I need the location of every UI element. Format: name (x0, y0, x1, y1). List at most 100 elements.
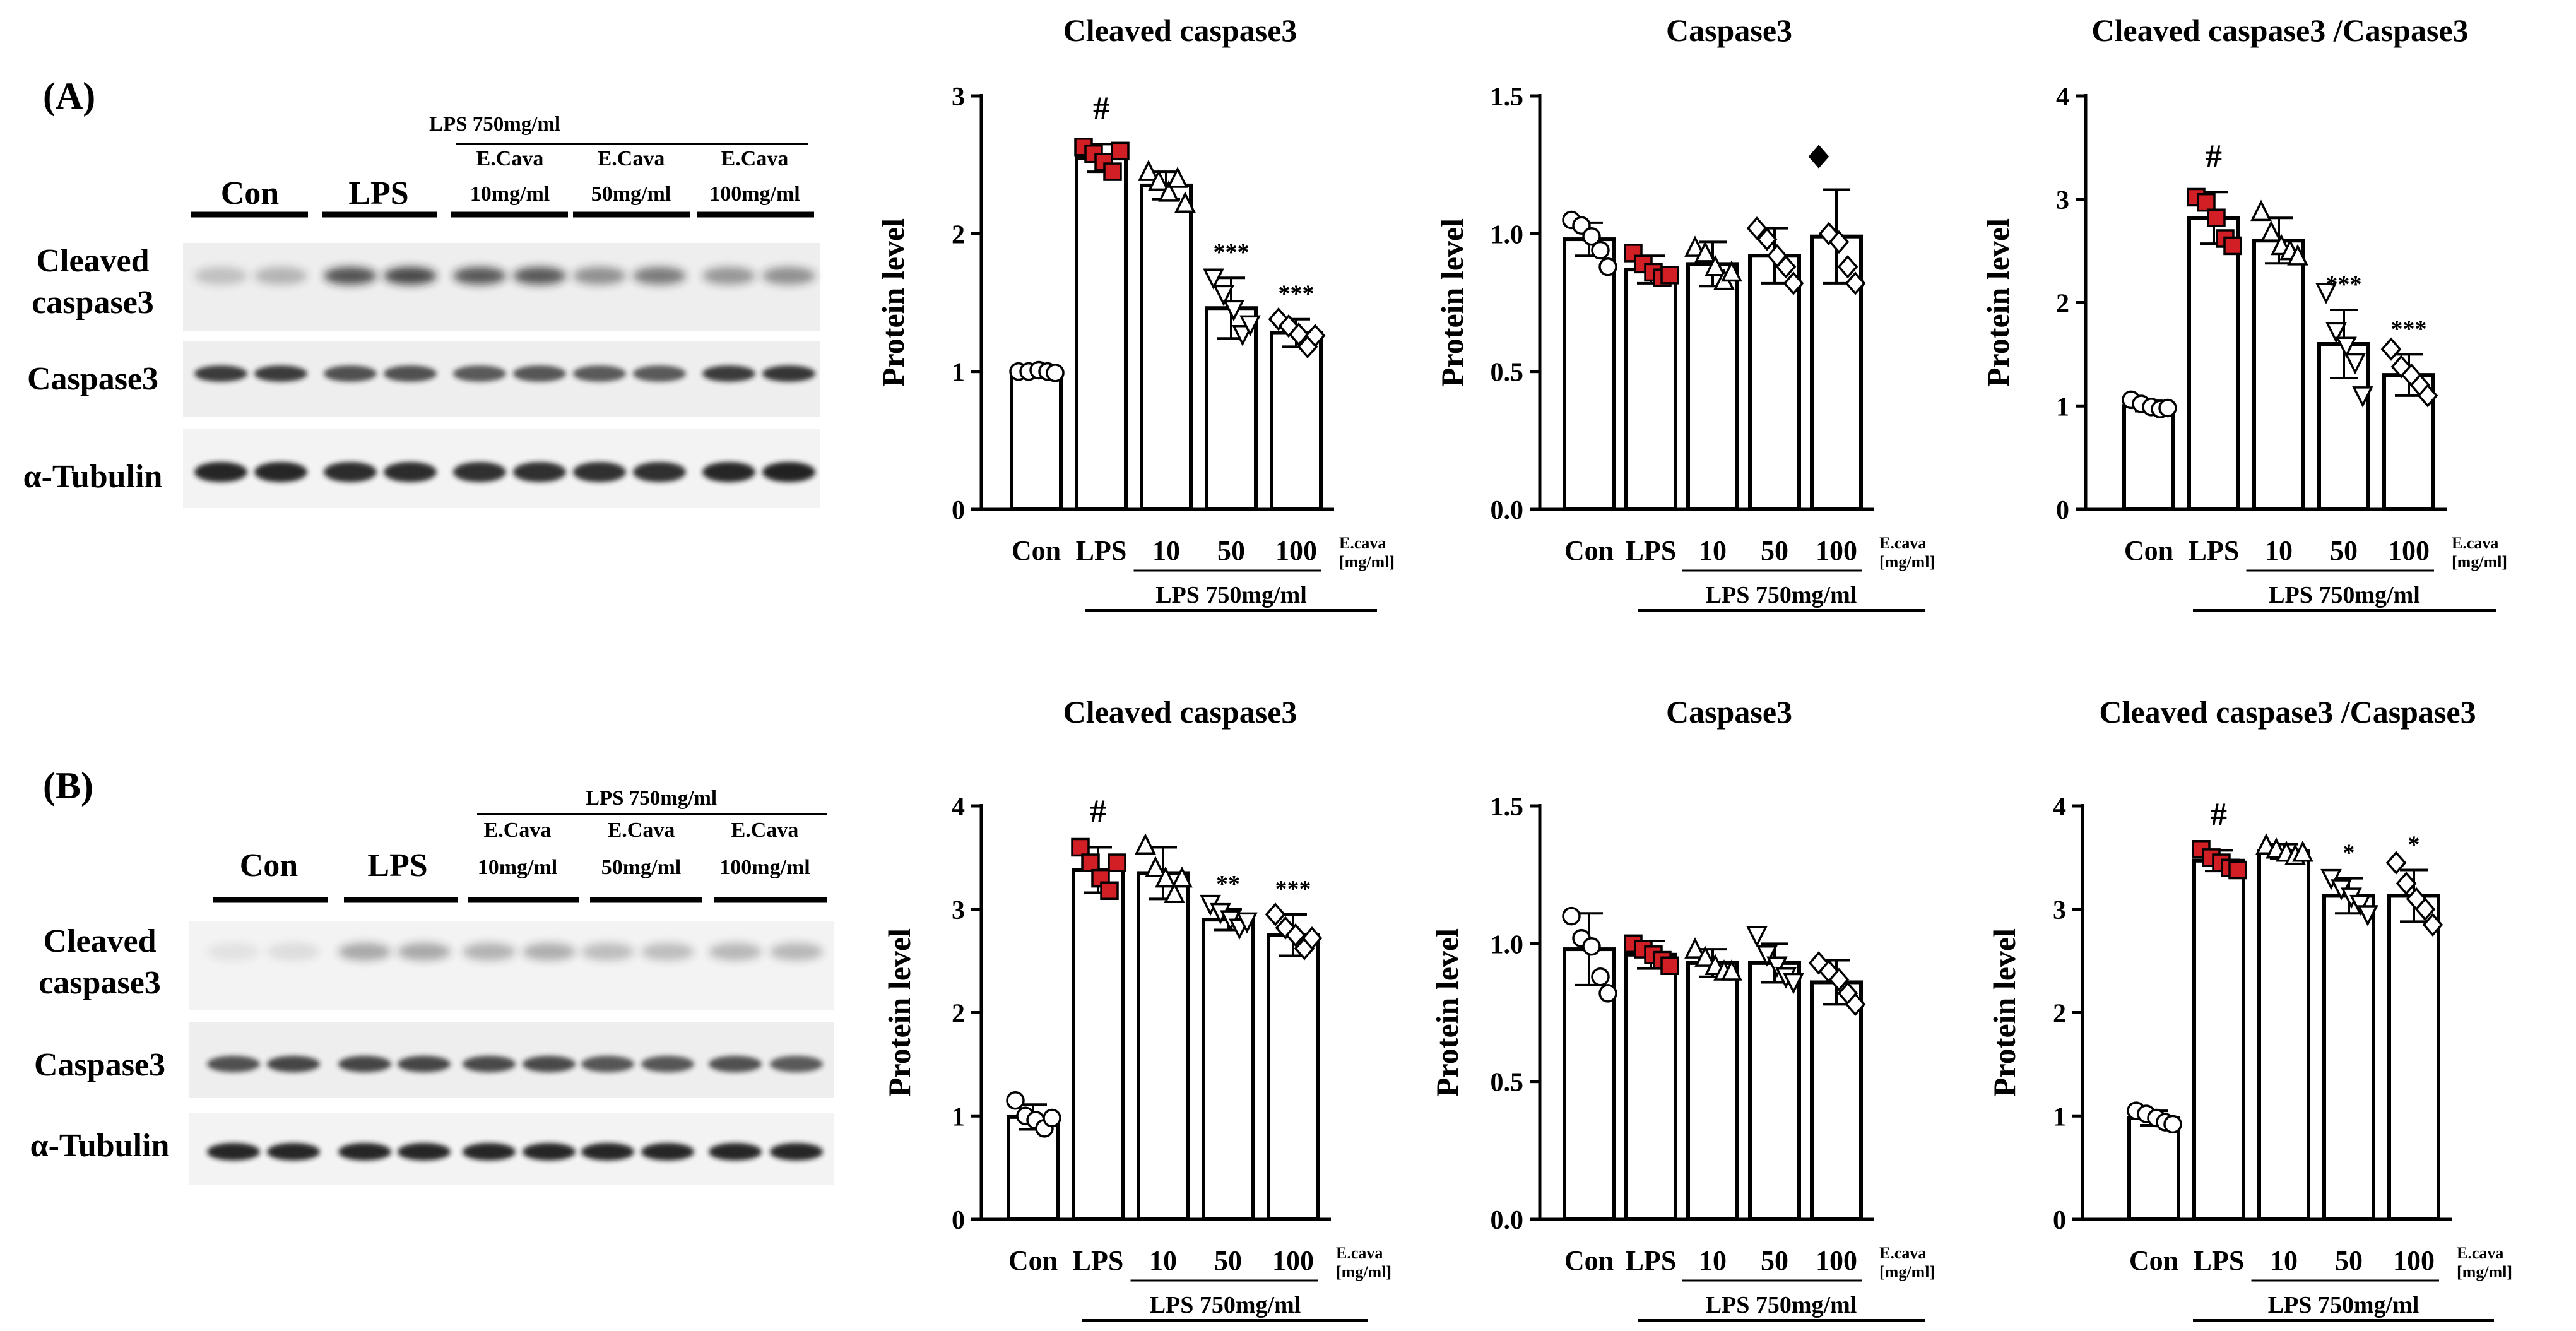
data-point (1721, 260, 1742, 282)
blot-band (770, 943, 823, 961)
significance-label: # (1093, 90, 1109, 126)
x-tick-label: LPS (2189, 535, 2240, 566)
data-point (1705, 254, 1726, 276)
x-tick-label: 10 (1152, 535, 1180, 566)
treatment-bracket-label: LPS 750mg/ml (2269, 582, 2420, 608)
y-tick-label: 1 (2053, 1103, 2066, 1132)
blot-a-dose2-line2: 50mg/ml (591, 182, 671, 206)
data-point (1174, 191, 1196, 213)
bar (2187, 216, 2240, 511)
data-point (1746, 926, 1768, 948)
x-tick-label: 100 (1816, 535, 1857, 566)
unit-label: [mg/ml] (1879, 553, 1935, 571)
data-point (1138, 160, 1159, 181)
blot-band (770, 1056, 823, 1072)
bar (1563, 237, 1616, 511)
data-point (2320, 868, 2342, 890)
data-point (2396, 872, 2417, 896)
x-tick-label: 100 (1816, 1245, 1857, 1276)
bar (1075, 156, 1128, 511)
bar (1270, 331, 1323, 511)
significance-label: *** (2391, 316, 2427, 342)
treatment-bracket-label: LPS 750mg/ml (1706, 1292, 1857, 1318)
data-point (1304, 324, 1326, 348)
bar (1140, 183, 1193, 511)
data-point (1694, 240, 1716, 263)
significance-label: *** (2326, 271, 2362, 298)
data-point (1071, 837, 1090, 857)
data-point (1562, 906, 1581, 926)
data-point (1236, 912, 1258, 934)
blot-band (702, 462, 755, 482)
x-tick-label: LPS (1076, 535, 1127, 566)
unit-label: [mg/ml] (2452, 553, 2507, 571)
significance-label: # (2206, 138, 2222, 174)
x-tick-label: Con (1564, 535, 1614, 566)
data-point (2260, 220, 2282, 242)
y-axis-label: Protein level (875, 218, 911, 387)
blot-band (641, 1056, 694, 1072)
blot-b-dose2-line2: 50mg/ml (601, 856, 682, 879)
data-point (1103, 162, 1122, 181)
blot-band (398, 1143, 451, 1161)
data-point (1232, 324, 1253, 346)
significance-label: *** (1214, 239, 1250, 266)
x-tick-label: LPS (1073, 1245, 1124, 1276)
significance-label: ** (1216, 871, 1240, 897)
blot-b-dose3-line2: 100mg/ml (719, 856, 810, 879)
significance-label: * (2343, 840, 2355, 867)
bar (1624, 268, 1677, 511)
data-point (1756, 945, 1778, 967)
blot-band (463, 1056, 516, 1072)
blot-band (762, 462, 815, 482)
unit-label: E.cava (2457, 1244, 2503, 1262)
blot-band (324, 462, 377, 482)
significance-label: * (2408, 832, 2420, 858)
blot-band (463, 943, 516, 961)
data-point (1837, 255, 1858, 279)
x-tick-label: 10 (2270, 1245, 2298, 1276)
data-point (1043, 1108, 1061, 1128)
blot-band (709, 1143, 762, 1161)
unit-label: [mg/ml] (1879, 1263, 1935, 1281)
blot-a-lane-lps: LPS (348, 175, 408, 211)
data-point (1845, 271, 1866, 295)
blot-band (513, 462, 566, 482)
y-tick-label: 0 (952, 1206, 965, 1235)
significance-label: *** (1275, 876, 1311, 902)
blot-band (207, 943, 260, 961)
bar (2322, 894, 2375, 1221)
y-tick-label: 0 (2053, 1206, 2066, 1235)
x-tick-label: 50 (2330, 535, 2358, 566)
data-point (2228, 860, 2247, 880)
blot-band (523, 943, 576, 961)
data-point (1684, 235, 1706, 257)
bar (1624, 952, 1677, 1222)
chart-b2: Caspase3 Protein level 0.0 0.5 1.0 1.5 Con LPS 1… (1429, 694, 1935, 1322)
blot-a-dose1-line1: E.Cava (476, 147, 544, 170)
blot-a-row-label-caspase3: Caspase3 (27, 361, 158, 397)
blot-a-row-label-cleaved-1: Cleaved (36, 243, 149, 279)
y-tick-label: 3 (952, 83, 965, 112)
data-point (2344, 353, 2366, 375)
data-point (1301, 926, 1323, 950)
x-tick-label: Con (1564, 1245, 1614, 1276)
blot-band (338, 943, 391, 961)
y-tick-label: 3 (2053, 896, 2066, 925)
x-tick-label: LPS (2194, 1245, 2245, 1276)
blot-band (194, 365, 247, 382)
data-point (1100, 881, 1119, 901)
bar (2317, 342, 2370, 511)
chart-b3: Cleaved caspase3 /Caspase3 Protein level 0… (1987, 694, 2512, 1322)
blot-band (453, 365, 506, 382)
y-tick-label: 4 (2053, 793, 2066, 822)
data-point (2417, 384, 2438, 408)
y-tick-label: 2 (2053, 1000, 2066, 1029)
chart-title: Cleaved caspase3 /Caspase3 (2099, 694, 2476, 730)
data-point (1598, 257, 1617, 276)
x-tick-label: 50 (1761, 1245, 1788, 1276)
x-tick-label: Con (1012, 535, 1061, 566)
x-tick-label: Con (2124, 535, 2173, 566)
data-point (1766, 956, 1788, 978)
blot-band (398, 1056, 451, 1072)
